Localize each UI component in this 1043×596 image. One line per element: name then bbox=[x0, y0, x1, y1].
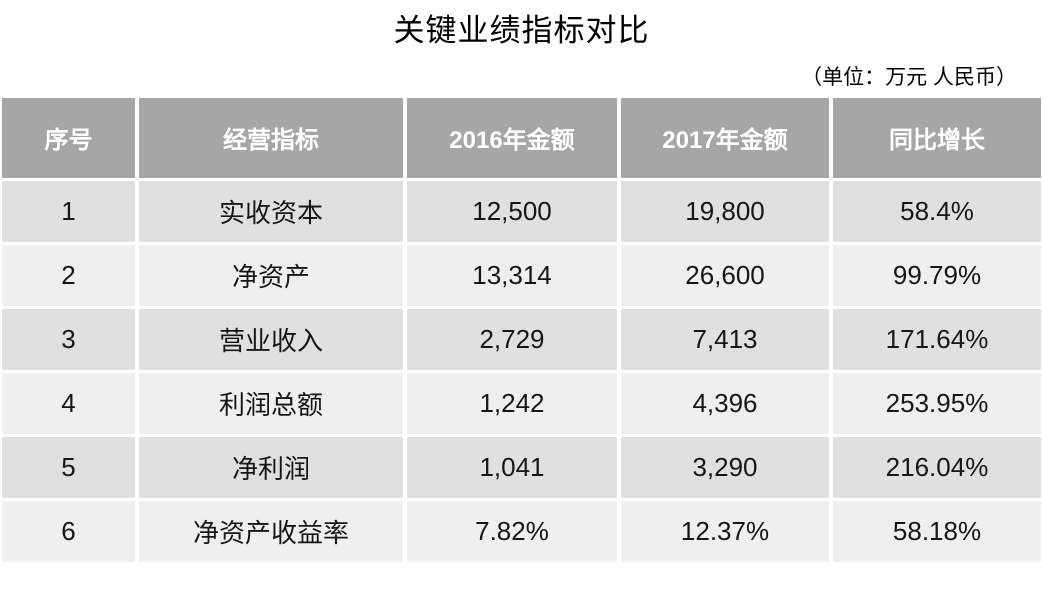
cell-index: 3 bbox=[2, 308, 135, 370]
table-header-row: 序号 经营指标 2016年金额 2017年金额 同比增长 bbox=[2, 97, 1041, 178]
cell-index: 1 bbox=[2, 180, 135, 242]
cell-growth: 99.79% bbox=[833, 244, 1041, 306]
cell-growth: 253.95% bbox=[833, 372, 1041, 434]
cell-amount-2016: 2,729 bbox=[407, 308, 617, 370]
cell-indicator: 营业收入 bbox=[139, 308, 403, 370]
cell-amount-2016: 12,500 bbox=[407, 180, 617, 242]
table-row: 2 净资产 13,314 26,600 99.79% bbox=[2, 244, 1041, 306]
cell-index: 5 bbox=[2, 436, 135, 498]
cell-indicator: 净资产 bbox=[139, 244, 403, 306]
cell-amount-2017: 3,290 bbox=[621, 436, 829, 498]
header-cell-index: 序号 bbox=[2, 97, 135, 178]
cell-indicator: 净利润 bbox=[139, 436, 403, 498]
cell-growth: 58.18% bbox=[833, 500, 1041, 562]
cell-amount-2016: 1,242 bbox=[407, 372, 617, 434]
cell-amount-2017: 12.37% bbox=[621, 500, 829, 562]
cell-amount-2016: 1,041 bbox=[407, 436, 617, 498]
cell-amount-2016: 13,314 bbox=[407, 244, 617, 306]
table-row: 6 净资产收益率 7.82% 12.37% 58.18% bbox=[2, 500, 1041, 562]
cell-index: 2 bbox=[2, 244, 135, 306]
cell-amount-2017: 7,413 bbox=[621, 308, 829, 370]
table-row: 4 利润总额 1,242 4,396 253.95% bbox=[2, 372, 1041, 434]
cell-growth: 58.4% bbox=[833, 180, 1041, 242]
cell-amount-2017: 19,800 bbox=[621, 180, 829, 242]
header-cell-2017: 2017年金额 bbox=[621, 97, 829, 178]
header-cell-growth: 同比增长 bbox=[833, 97, 1041, 178]
unit-note: （单位：万元 人民币） bbox=[801, 65, 1017, 89]
table-row: 1 实收资本 12,500 19,800 58.4% bbox=[2, 180, 1041, 242]
cell-amount-2016: 7.82% bbox=[407, 500, 617, 562]
page-title: 关键业绩指标对比 bbox=[393, 13, 650, 48]
cell-index: 4 bbox=[2, 372, 135, 434]
cell-amount-2017: 26,600 bbox=[621, 244, 829, 306]
table-row: 3 营业收入 2,729 7,413 171.64% bbox=[2, 308, 1041, 370]
cell-amount-2017: 4,396 bbox=[621, 372, 829, 434]
cell-indicator: 净资产收益率 bbox=[139, 500, 403, 562]
cell-indicator: 利润总额 bbox=[139, 372, 403, 434]
header-cell-indicator: 经营指标 bbox=[139, 97, 403, 178]
cell-growth: 216.04% bbox=[833, 436, 1041, 498]
kpi-table: 序号 经营指标 2016年金额 2017年金额 同比增长 1 实收资本 12,5… bbox=[0, 95, 1043, 565]
header-cell-2016: 2016年金额 bbox=[407, 97, 617, 178]
cell-growth: 171.64% bbox=[833, 308, 1041, 370]
table-row: 5 净利润 1,041 3,290 216.04% bbox=[2, 436, 1041, 498]
cell-index: 6 bbox=[2, 500, 135, 562]
cell-indicator: 实收资本 bbox=[139, 180, 403, 242]
